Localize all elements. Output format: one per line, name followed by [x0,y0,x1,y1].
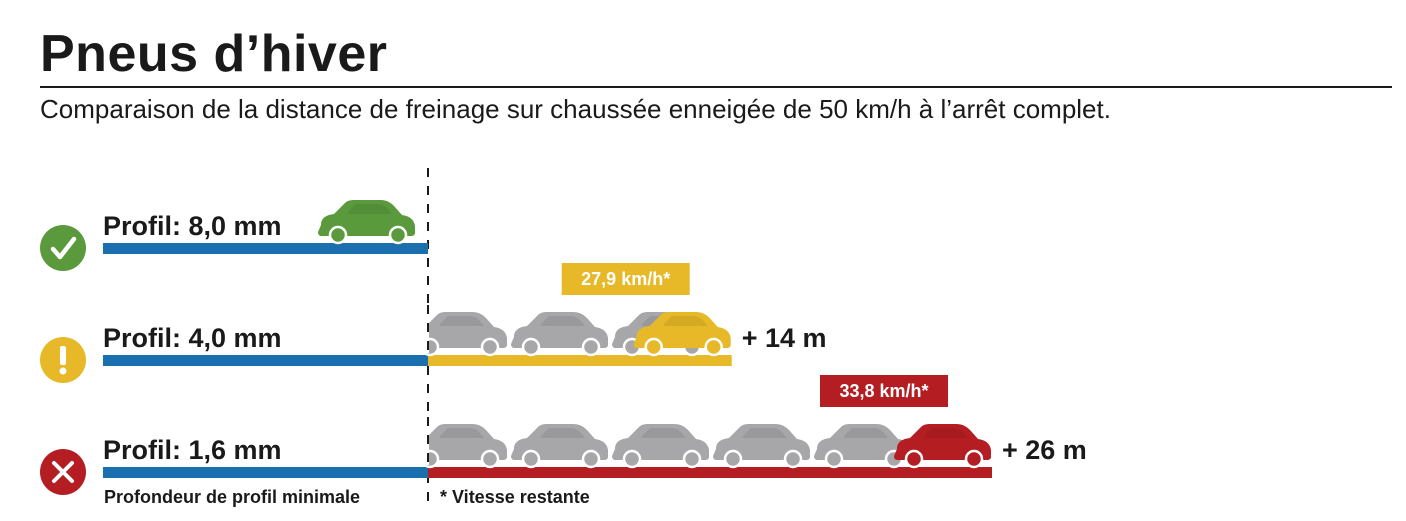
extra-distance-label: + 14 m [742,323,827,353]
bar-base [103,355,428,366]
page-subtitle: Comparaison de la distance de freinage s… [40,94,1111,124]
extra-distance-label: + 26 m [1002,435,1087,465]
bar-base [103,467,428,478]
bar-extra [428,355,732,366]
car-icon [511,312,608,357]
car-icon [894,424,991,469]
speed-badge [561,263,690,295]
speed-badge [820,375,948,407]
status-check-icon [40,225,86,271]
car-icon [511,424,608,469]
car-icon [633,312,731,357]
bar-base [103,243,428,254]
car-clip-mask [404,417,429,465]
page-title: Pneus d’hiver [40,25,388,83]
car-icon [612,424,709,469]
car-icon [713,424,810,469]
row-label: Profil: 8,0 mm [103,211,282,241]
car-icon [410,424,507,469]
title-divider [40,86,1392,88]
speed-badge-label: 33,8 km/h* [839,381,928,401]
bar-extra [428,467,992,478]
speed-badge-label: 27,9 km/h* [581,269,670,289]
car-icon [318,200,415,245]
footnote-remaining-speed: * Vitesse restante [440,487,590,507]
footnote-minimum-depth: Profondeur de profil minimale [104,487,361,507]
row-label: Profil: 4,0 mm [103,323,282,353]
car-clip-mask [404,305,429,353]
status-exclamation-icon [40,337,86,383]
status-cross-icon [40,449,86,495]
car-icon [814,424,911,469]
row-label: Profil: 1,6 mm [103,435,282,465]
car-icon [410,312,507,357]
